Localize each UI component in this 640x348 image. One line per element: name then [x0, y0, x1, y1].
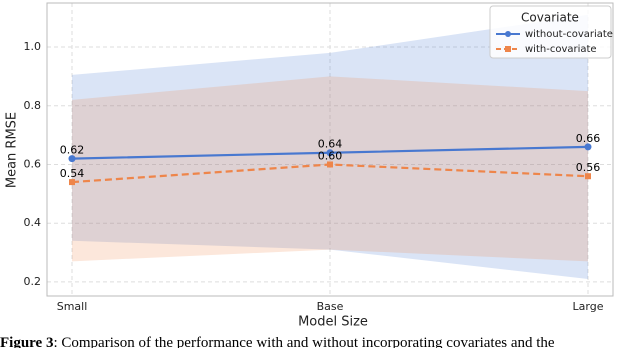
data-label: 0.54 [60, 167, 85, 180]
caption: Figure 3: Comparison of the performance … [0, 335, 555, 348]
marker [68, 155, 76, 163]
legend-marker [505, 31, 511, 37]
y-tick-label: 0.2 [24, 275, 42, 288]
caption-text: : Comparison of the performance with and… [53, 335, 554, 348]
y-tick-label: 0.8 [24, 99, 42, 112]
data-label: 0.66 [576, 132, 601, 145]
legend-label: without-covariate [525, 29, 613, 40]
marker [327, 161, 333, 168]
legend-title: Covariate [521, 11, 579, 25]
legend-marker [505, 46, 511, 52]
x-tick-label: Small [57, 300, 88, 313]
y-tick-label: 1.0 [24, 40, 42, 53]
data-label: 0.56 [576, 161, 601, 174]
y-axis-label: Mean RMSE [5, 112, 20, 188]
x-tick-label: Base [317, 300, 344, 313]
y-tick-label: 0.6 [24, 157, 42, 170]
plot-frame [46, 2, 614, 297]
data-label: 0.60 [318, 149, 343, 162]
x-tick-label: Large [573, 300, 604, 313]
marker [69, 179, 75, 186]
marker [585, 173, 591, 180]
data-label: 0.62 [60, 144, 85, 157]
marker [326, 149, 334, 157]
confidence-band [72, 14, 588, 279]
confidence-band [72, 76, 588, 262]
legend-label: with-covariate [525, 44, 597, 55]
caption-label: Figure 3 [0, 335, 53, 348]
legend-box [489, 5, 612, 59]
marker [584, 143, 592, 151]
y-tick-label: 0.4 [24, 216, 42, 229]
legend: Covariate without-covariate with-covariate [489, 5, 613, 59]
data-label: 0.64 [318, 138, 343, 151]
x-axis-label: Model Size [298, 315, 368, 330]
